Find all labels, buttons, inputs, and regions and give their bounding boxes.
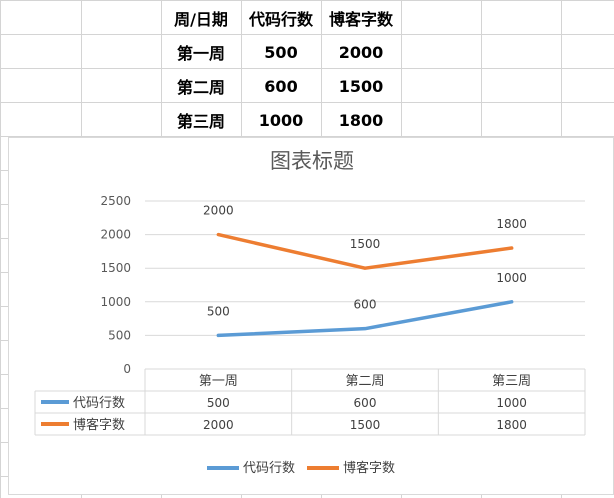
cell-blog-words[interactable]: 1500: [338, 76, 384, 96]
table-series-name: 博客字数: [73, 417, 125, 433]
line-chart[interactable]: 图表标题 0 500 1000 1500 2000 2500 第一周 第二周 第三周 500 600…: [8, 137, 614, 495]
cell-blog-words[interactable]: 2000: [338, 42, 384, 62]
legend-label: 代码行数: [243, 461, 295, 476]
header-cell-code-lines[interactable]: 代码行数: [248, 10, 313, 29]
cell-code-lines[interactable]: 1000: [258, 110, 304, 130]
cell-blog-words[interactable]: 1800: [338, 110, 384, 130]
y-tick-label: 2000: [100, 228, 131, 242]
data-label: 2000: [203, 204, 234, 218]
table-value: 500: [207, 396, 230, 410]
cell-week-label[interactable]: 第一周: [176, 44, 225, 63]
header-cell-period[interactable]: 周/日期: [174, 10, 228, 29]
x-category-label: 第三周: [492, 374, 531, 389]
y-tick-label: 1000: [100, 295, 131, 309]
cell-week-label[interactable]: 第三周: [176, 112, 225, 131]
data-label: 600: [354, 298, 377, 312]
x-category-label: 第二周: [345, 374, 384, 389]
table-value: 600: [354, 396, 377, 410]
cell-code-lines[interactable]: 600: [264, 76, 298, 96]
cell-code-lines[interactable]: 500: [264, 42, 298, 62]
header-cell-blog-words[interactable]: 博客字数: [328, 10, 393, 29]
chart-title[interactable]: 图表标题: [270, 149, 354, 173]
y-tick-label: 2500: [100, 194, 131, 208]
series-line-1: [216, 300, 514, 338]
y-tick-label: 1500: [100, 261, 131, 275]
cell-week-label[interactable]: 第二周: [176, 78, 225, 97]
data-label: 1800: [496, 217, 527, 231]
x-category-label: 第一周: [199, 374, 238, 389]
table-series-name: 代码行数: [73, 396, 125, 411]
y-tick-label: 500: [108, 328, 131, 342]
y-tick-label: 0: [123, 362, 131, 376]
data-label: 1500: [350, 237, 381, 251]
table-value: 1800: [496, 418, 527, 432]
series-line-2: [216, 232, 514, 270]
data-label: 1000: [496, 271, 527, 285]
table-value: 2000: [203, 418, 234, 432]
table-value: 1500: [350, 418, 381, 432]
chart-canvas: 图表标题 0 500 1000 1500 2000 2500 第一周 第二周 第三周 500 600…: [34, 149, 586, 476]
data-label: 500: [207, 304, 230, 318]
legend-label: 博客字数: [343, 460, 395, 476]
table-value: 1000: [496, 396, 527, 410]
